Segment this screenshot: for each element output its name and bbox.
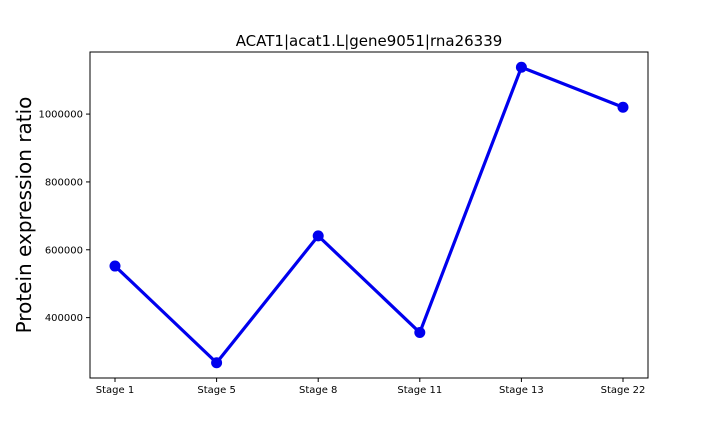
y-tick-label: 800000 [45, 177, 83, 188]
x-tick-label: Stage 8 [299, 385, 337, 396]
plot-area-frame [89, 51, 649, 379]
x-tick-label: Stage 22 [601, 385, 646, 396]
data-point [617, 101, 629, 113]
x-axis-ticks: Stage 1 Stage 5 Stage 8 Stage 11 Stage 13 Sta… [96, 378, 646, 396]
y-axis-label: Protein expression ratio [12, 97, 36, 334]
x-tick-label: Stage 5 [197, 385, 235, 396]
data-point [211, 357, 223, 369]
data-point [515, 61, 527, 73]
y-axis-ticks: 400000 600000 800000 1000000 [38, 110, 90, 324]
x-tick-label: Stage 11 [397, 385, 442, 396]
y-tick-label: 1000000 [38, 110, 83, 121]
data-point [414, 327, 426, 339]
data-point [109, 260, 121, 272]
y-tick-label: 400000 [45, 313, 83, 324]
x-tick-label: Stage 13 [499, 385, 544, 396]
series-layer [109, 61, 629, 369]
y-tick-label: 600000 [45, 245, 83, 256]
series-line [113, 65, 625, 365]
data-point [312, 230, 324, 242]
chart-title: ACAT1|acat1.L|gene9051|rna26339 [236, 32, 503, 50]
x-tick-label: Stage 1 [96, 385, 134, 396]
